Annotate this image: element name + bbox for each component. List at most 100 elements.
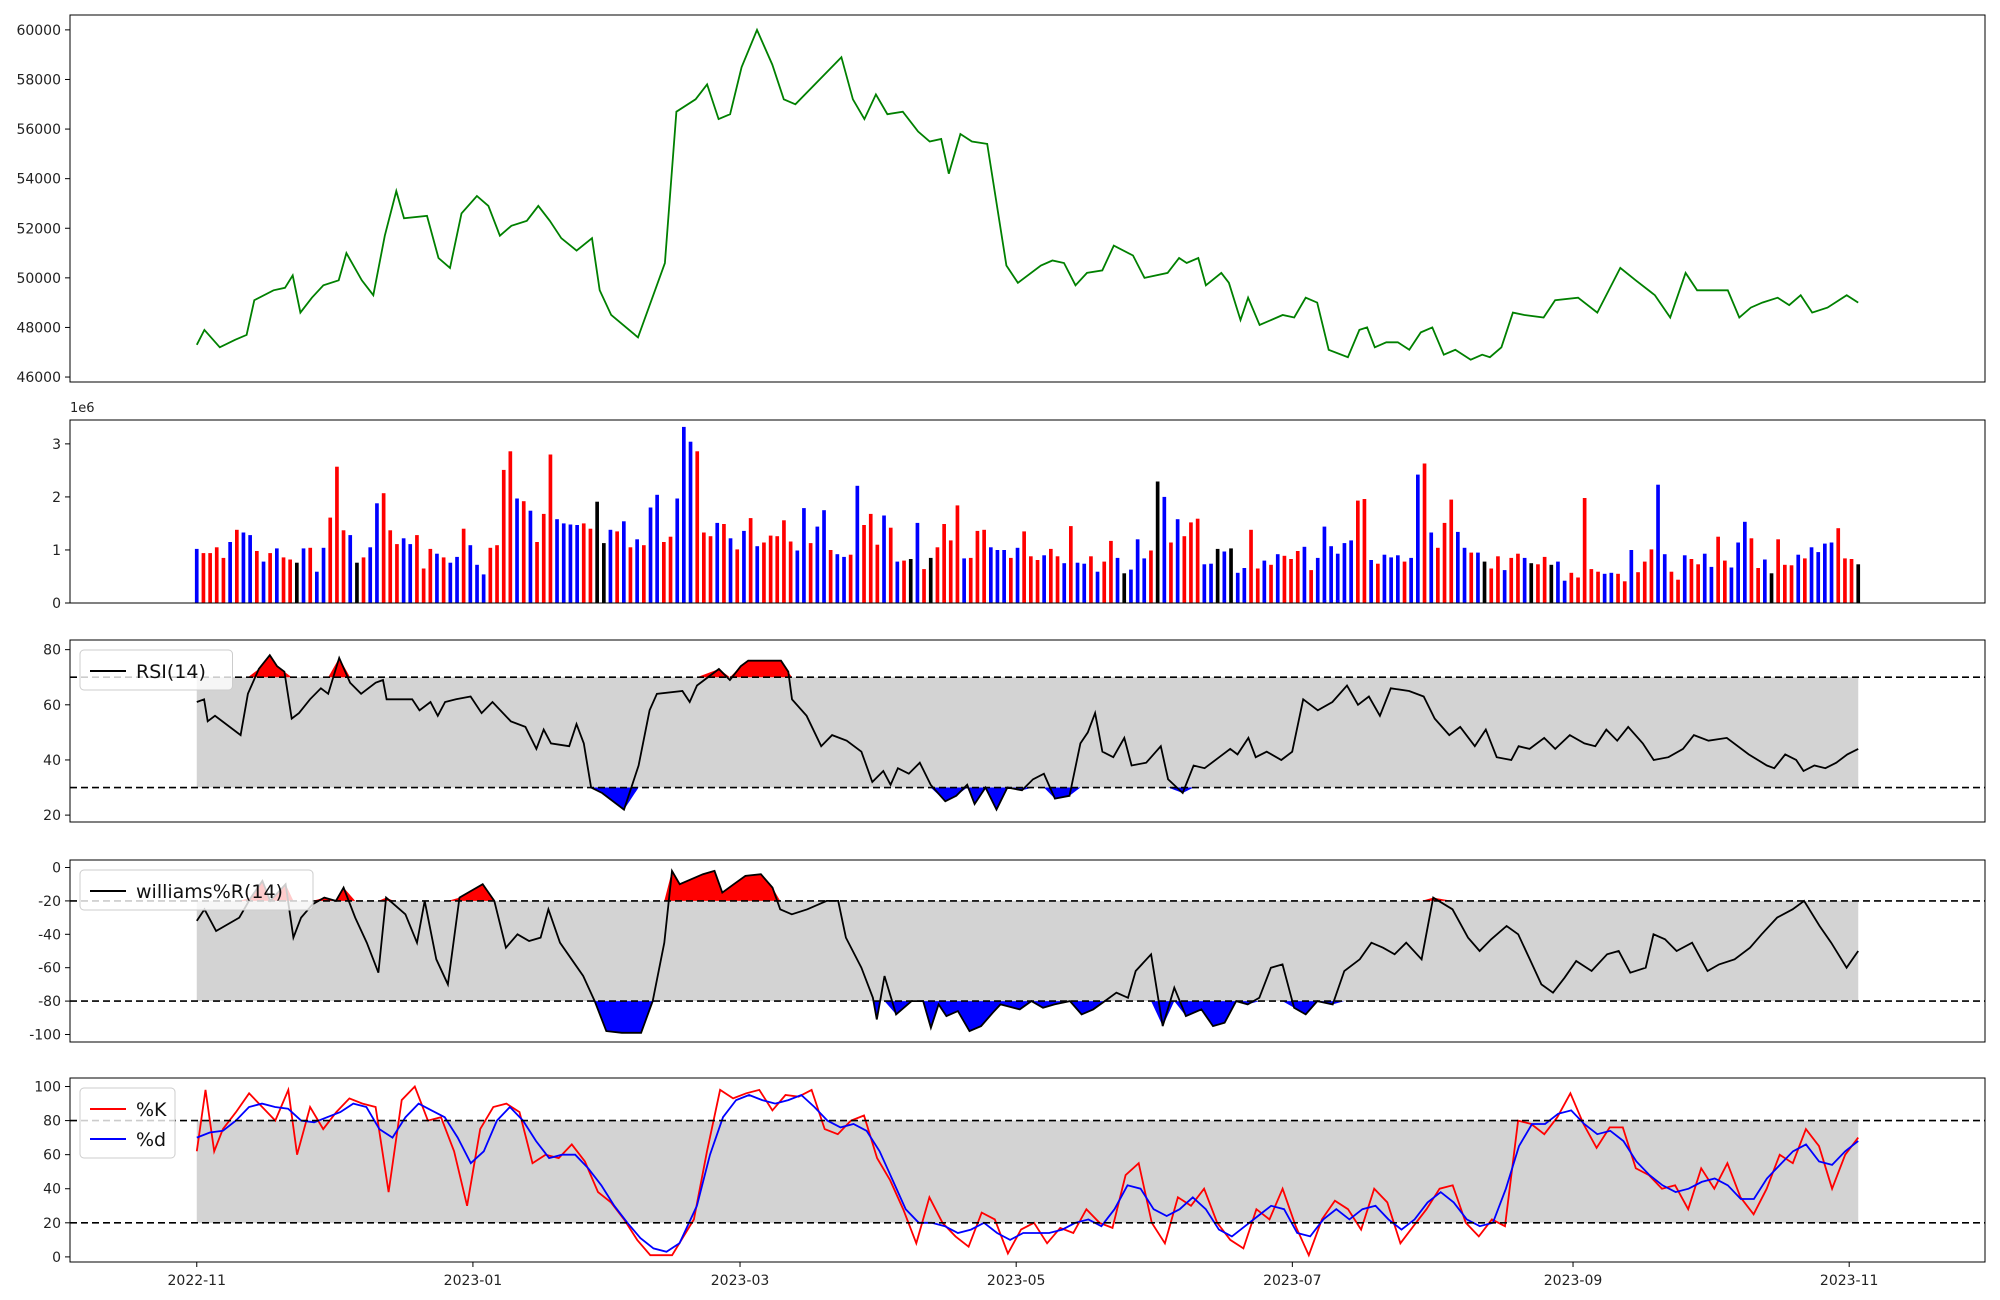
volume-ytick-label: 0 [52, 596, 61, 612]
volume-bar [1422, 463, 1427, 603]
volume-bar [1816, 552, 1821, 603]
volume-bar [1209, 563, 1213, 603]
volume-bar [1516, 553, 1520, 603]
volume-bar [822, 510, 826, 603]
price-ytick-label: 46000 [16, 370, 61, 386]
volume-bar [1549, 564, 1554, 603]
volume-bar [1242, 568, 1247, 603]
volume-bar [555, 519, 559, 603]
volume-bar [261, 561, 266, 603]
volume-bar [1829, 542, 1834, 603]
volume-bar [595, 501, 599, 603]
x-tick-label: 2023-11 [1820, 1273, 1879, 1289]
volume-bar [842, 556, 846, 603]
volume-bar [1843, 558, 1847, 603]
volume-bar [1709, 566, 1714, 603]
rsi-ytick-label: 40 [43, 753, 61, 769]
volume-bar [1616, 573, 1620, 603]
volume-bar [528, 510, 533, 603]
volume-bar [1436, 547, 1440, 603]
volume-bar [448, 562, 453, 603]
volume-bar [1429, 532, 1434, 603]
volume-bar [795, 550, 800, 603]
volume-bar [1836, 528, 1841, 603]
volume-bar [1349, 540, 1353, 603]
volume-bar [708, 536, 713, 603]
volume-bar [1376, 563, 1380, 603]
volume-bar [1275, 554, 1280, 603]
volume-bar [728, 538, 733, 603]
volume-bar [1315, 557, 1320, 603]
volume-bar [955, 505, 960, 603]
volume-bar [1369, 560, 1373, 603]
volume-bar [248, 535, 252, 603]
volume-bar [1796, 554, 1801, 603]
volume-bar [488, 547, 493, 603]
volume-bar [541, 513, 546, 603]
volume-bar [922, 569, 926, 603]
volume-bar [295, 562, 299, 603]
volume-bar [1195, 518, 1200, 603]
volume-bar [702, 532, 706, 603]
volume-bar [935, 547, 940, 603]
volume-bar [1189, 522, 1193, 603]
x-tick-label: 2023-01 [444, 1273, 503, 1289]
price-ytick-label: 54000 [16, 172, 61, 188]
volume-bar [461, 528, 466, 603]
volume-bar [1749, 538, 1754, 603]
volume-bar [308, 547, 313, 603]
volume-bar [255, 551, 259, 603]
volume-bar [1602, 573, 1607, 603]
volume-bar [281, 557, 286, 603]
data-marks-layer [194, 27, 1861, 1258]
volume-bar [495, 545, 499, 603]
volume-bar [828, 550, 833, 603]
volume-bar [388, 530, 393, 603]
volume-bar [401, 538, 406, 603]
volume-bar [301, 548, 306, 603]
volume-bar [1522, 557, 1527, 603]
volume-bar [228, 542, 232, 603]
volume-ytick-label: 2 [52, 490, 61, 506]
volume-bar [1669, 571, 1674, 603]
volume-bar [535, 542, 539, 603]
volume-bar [1783, 564, 1787, 603]
volume-bar [421, 568, 426, 603]
volume-bar [1736, 542, 1740, 603]
volume-axes-frame [69, 419, 1986, 604]
x-tick-label: 2023-03 [711, 1273, 770, 1289]
volume-bar [395, 544, 399, 603]
volume-bar [361, 557, 366, 603]
stochastic-axes-frame [69, 1077, 1986, 1263]
volume-bar [735, 549, 740, 603]
williams-legend-label: williams%R(14) [136, 881, 283, 903]
volume-bar [1115, 557, 1120, 603]
volume-ytick-label: 3 [52, 437, 61, 453]
volume-bar [1102, 561, 1107, 603]
rsi-legend-label: RSI(14) [136, 661, 206, 683]
volume-bar [875, 544, 880, 603]
volume-bar [481, 574, 486, 603]
volume-bar [1596, 571, 1600, 603]
volume-bar [194, 548, 199, 603]
volume-bar [1095, 571, 1100, 603]
volume-bar [1702, 553, 1707, 603]
volume-bar [1082, 563, 1087, 603]
volume-bar [1175, 519, 1180, 603]
volume-bar [1462, 547, 1467, 603]
stochastic-ytick-label: 20 [43, 1216, 61, 1232]
tick-labels-layer: 4600048000500005200054000560005800060000… [16, 23, 1878, 1289]
volume-bar [1542, 556, 1547, 603]
volume-bar [835, 554, 840, 603]
volume-bar [515, 498, 519, 603]
volume-bar [1322, 526, 1327, 603]
volume-bar [1069, 526, 1073, 603]
volume-bar [1789, 565, 1794, 603]
volume-bar [1122, 573, 1127, 603]
stochastic-legend-label: %K [136, 1099, 167, 1121]
volume-ytick-label: 1 [52, 543, 61, 559]
volume-bar [428, 548, 433, 603]
volume-bar [1169, 542, 1173, 603]
volume-bar [1089, 556, 1093, 603]
price-axes-frame [69, 14, 1986, 383]
